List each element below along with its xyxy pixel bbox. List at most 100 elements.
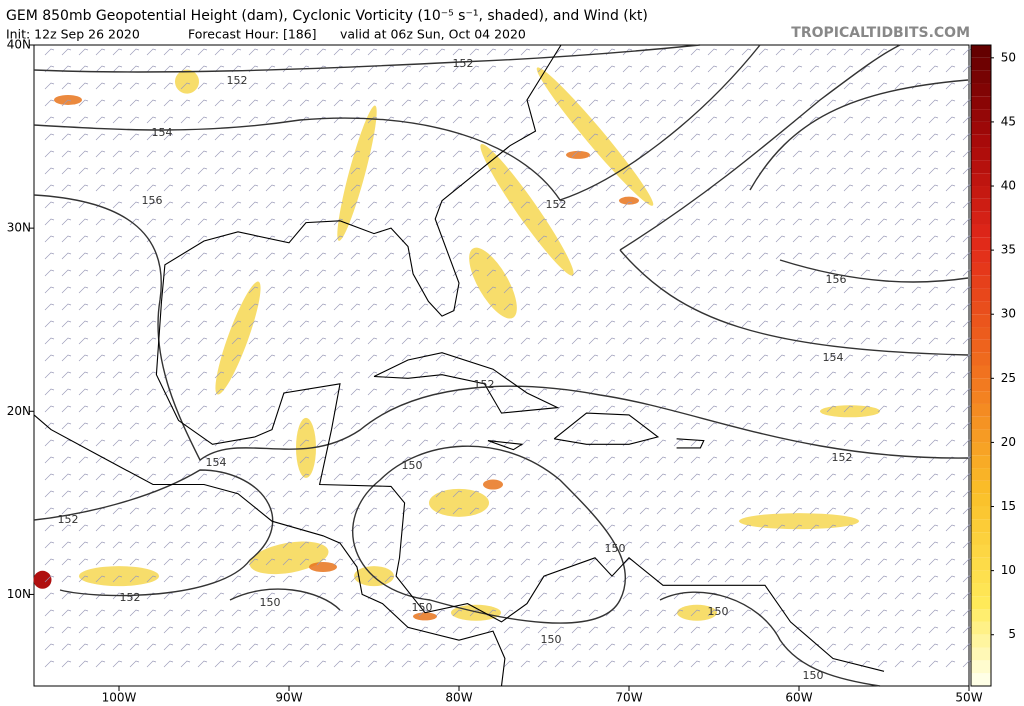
wind-barb [724,473,735,481]
wind-barb [792,235,803,243]
wind-barb [95,133,106,141]
colorbar-cell [971,391,991,404]
vorticity-max [33,570,52,589]
wind-barb [333,286,344,294]
contour-line [33,469,274,597]
wind-barb [316,184,327,192]
wind-barb [248,116,259,124]
wind-barb [486,592,497,600]
wind-barb [316,388,327,396]
wind-barb [826,541,837,549]
wind-barb [741,507,752,515]
wind-barb [758,643,769,651]
wind-barb [758,490,769,498]
wind-barb [503,524,514,532]
wind-barb [486,643,497,651]
wind-barb [146,218,157,226]
wind-barb [469,524,480,532]
wind-barb [775,524,786,532]
wind-barb [418,371,429,379]
wind-barb [95,541,106,549]
wind-barb [554,490,565,498]
wind-barb [197,490,208,498]
wind-barb [690,133,701,141]
wind-barb [826,592,837,600]
wind-barb [180,473,191,481]
wind-barb [316,371,327,379]
wind-barb [61,150,72,158]
wind-barb [588,269,599,277]
lat-label: 10N [7,587,31,601]
wind-barb [724,235,735,243]
wind-barb [843,269,854,277]
wind-barb [299,201,310,209]
contour-label: 150 [412,601,433,614]
wind-barb [826,337,837,345]
colorbar-cell [971,570,991,584]
wind-barb [452,626,463,634]
wind-barb [758,405,769,413]
wind-barb [316,303,327,311]
wind-barb [503,337,514,345]
wind-barb [401,643,412,651]
wind-barb [384,609,395,617]
wind-barb [44,303,55,311]
wind-barb [248,201,259,209]
wind-barb [316,82,327,90]
wind-barb [44,422,55,430]
wind-barb [826,65,837,73]
wind-barb [690,626,701,634]
wind-barb [401,405,412,413]
wind-barb [418,524,429,532]
wind-barb [520,48,531,56]
wind-barb [112,524,123,532]
wind-barb [588,218,599,226]
wind-barb [520,626,531,634]
wind-barb [299,116,310,124]
wind-barb [605,524,616,532]
wind-barb [486,320,497,328]
wind-barb [877,252,888,260]
wind-barb [61,405,72,413]
lat-label: 40N [7,38,31,52]
wind-barb [265,490,276,498]
wind-barb [945,422,956,430]
wind-barb [367,82,378,90]
wind-barb [860,99,871,107]
colorbar-label: 15 [1001,499,1016,513]
wind-barb [911,405,922,413]
wind-barb [503,99,514,107]
wind-barb [180,354,191,362]
wind-barb [775,167,786,175]
contour-line [33,44,701,73]
contour-label: 152 [546,198,567,211]
wind-barb [639,371,650,379]
wind-barb [843,388,854,396]
wind-barb [333,235,344,243]
wind-barb [843,116,854,124]
wind-barb [112,65,123,73]
wind-barb [520,320,531,328]
wind-barb [911,320,922,328]
wind-barb [860,303,871,311]
wind-barb [333,167,344,175]
wind-barb [503,48,514,56]
wind-barb [503,643,514,651]
wind-barb [316,541,327,549]
wind-barb [248,286,259,294]
wind-barb [231,48,242,56]
wind-barb [401,116,412,124]
wind-barb [44,116,55,124]
wind-barb [95,116,106,124]
wind-barb [333,337,344,345]
wind-barb [282,48,293,56]
wind-barb [945,626,956,634]
wind-barb [231,269,242,277]
wind-barb [894,473,905,481]
wind-barb [639,524,650,532]
wind-barb [95,405,106,413]
colorbar-cell [971,455,991,469]
vorticity-shade [820,405,880,418]
wind-barb [78,643,89,651]
wind-barb [129,99,140,107]
